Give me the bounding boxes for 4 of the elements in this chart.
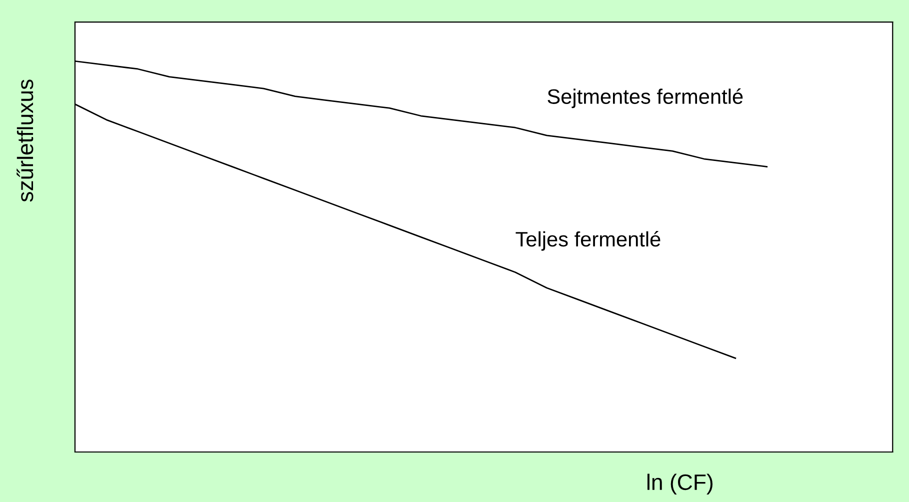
series-label: Teljes fermentlé <box>516 231 660 251</box>
y-axis-title: szűrletfluxus <box>16 80 34 202</box>
x-axis-title: ln (CF) <box>647 474 712 494</box>
series-label: Sejtmentes fermentlé <box>548 88 743 108</box>
